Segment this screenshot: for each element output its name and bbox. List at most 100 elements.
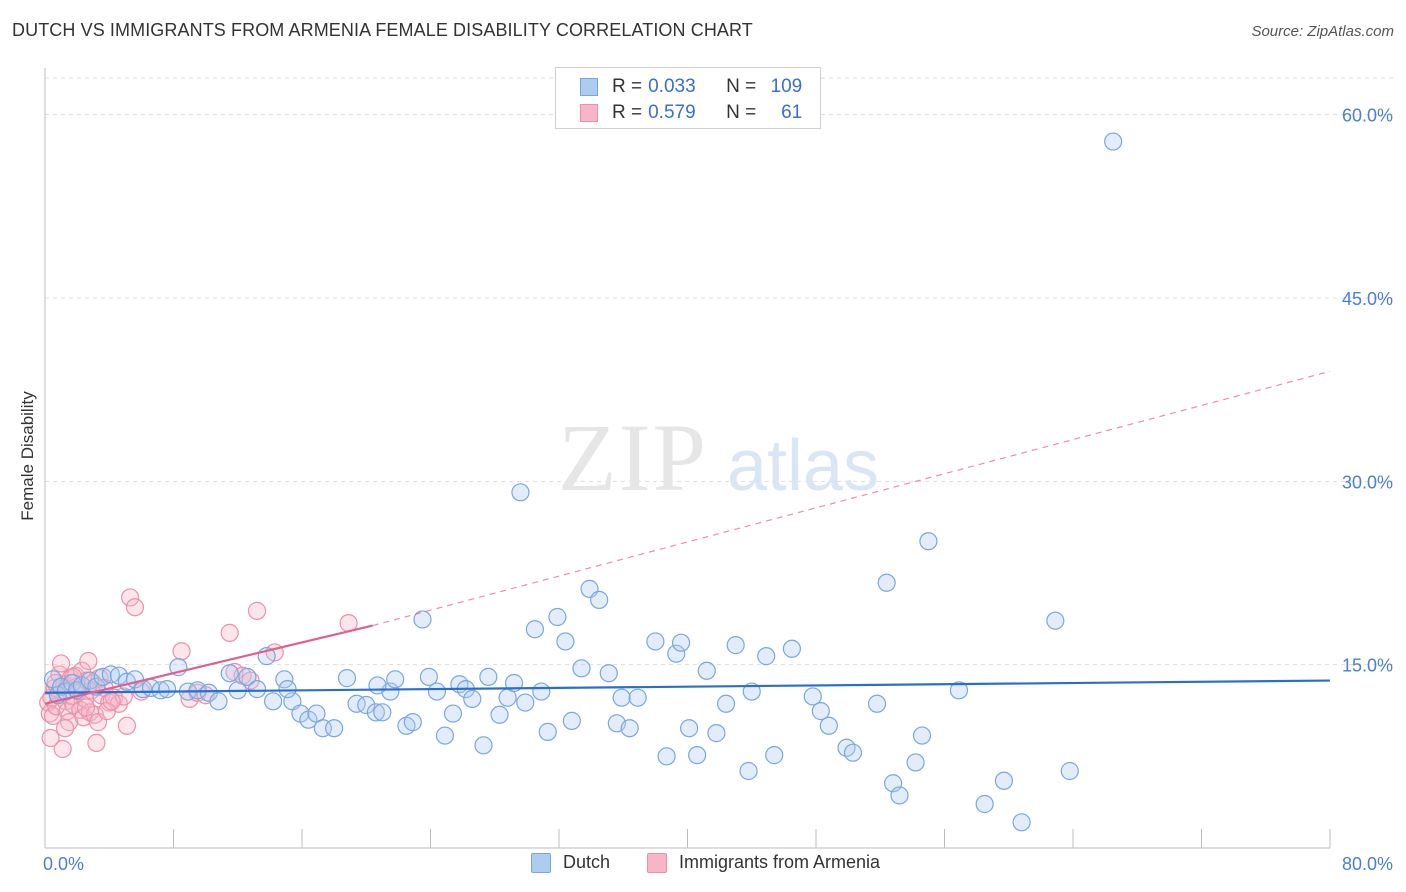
dutch-point [1104, 132, 1123, 151]
legend-swatch-dutch [580, 78, 598, 96]
dutch-point [919, 532, 938, 551]
legend-swatch-armenia [580, 104, 598, 122]
dutch-point [516, 693, 535, 712]
dutch-point [811, 702, 830, 721]
x-tick-label: 0.0% [43, 854, 84, 874]
dutch-point [628, 688, 647, 707]
armenia-point [117, 716, 137, 735]
chart-title: DUTCH VS IMMIGRANTS FROM ARMENIA FEMALE … [12, 20, 753, 40]
dutch-point [867, 694, 887, 713]
dutch-points [43, 132, 1123, 832]
dutch-point [680, 719, 699, 738]
dutch-point [157, 680, 177, 699]
dutch-point [337, 669, 357, 688]
bottom-legend-label-armenia: Immigrants from Armenia [679, 852, 881, 872]
dutch-point [511, 483, 530, 502]
dutch-point [413, 610, 432, 629]
armenia-point [41, 728, 60, 748]
legend-row-armenia: R = 0.579 N = 61 [580, 101, 802, 125]
trend-lines [44, 370, 1331, 705]
legend-r-label: R = [612, 102, 643, 123]
bottom-legend-label-dutch: Dutch [563, 852, 611, 872]
dutch-point [1012, 813, 1031, 832]
dutch-point [347, 694, 366, 713]
dutch-point [366, 703, 385, 722]
dutch-point [209, 692, 228, 711]
dutch-point [657, 747, 676, 766]
dutch-point [819, 716, 838, 735]
dutch-point [1046, 611, 1065, 630]
dutch-point [688, 746, 707, 765]
dutch-point [994, 771, 1014, 790]
dutch-point [757, 647, 776, 666]
dutch-point [275, 670, 294, 689]
legend-r-value: 0.579 [648, 102, 696, 123]
armenia-point [247, 601, 267, 620]
dutch-point [386, 670, 405, 689]
legend-row-dutch: R = 0.033 N = 109 [580, 75, 802, 99]
grid-lines [45, 77, 1393, 666]
dutch-point [151, 681, 170, 700]
armenia-point [125, 598, 145, 617]
armenia-point [87, 733, 106, 752]
dutch-point [572, 659, 591, 678]
bottom-legend-swatch-dutch [531, 852, 551, 873]
armenia-point [102, 692, 121, 711]
legend-r-label: R = [612, 76, 643, 97]
armenia-point [76, 698, 96, 717]
dutch-point [435, 726, 455, 745]
dutch-point [739, 761, 758, 781]
chart-source: Source: ZipAtlas.com [1251, 23, 1394, 40]
bottom-legend-dutch: Dutch [531, 852, 610, 873]
dutch-point [1060, 761, 1079, 781]
y-tick-label: 15.0% [1342, 656, 1393, 676]
dutch-point [697, 661, 716, 680]
dutch-point [368, 676, 387, 695]
dutch-point [765, 746, 784, 765]
legend-n-label: N = [726, 102, 757, 123]
dutch-point [538, 722, 557, 741]
dutch-point [490, 705, 509, 724]
armenia-point [55, 719, 75, 738]
dutch-point [562, 711, 581, 730]
armenia-point [220, 623, 239, 642]
bottom-legend-swatch-armenia [647, 852, 667, 873]
dutch-point [532, 682, 551, 701]
dutch-point [803, 687, 822, 706]
armenia-point [53, 739, 72, 759]
armenia-point [121, 588, 140, 607]
dutch-point [646, 632, 665, 651]
watermark: ZIP atlas [558, 404, 879, 511]
dutch-point [357, 695, 376, 715]
dutch-point [548, 607, 567, 627]
legend-n-value: 109 [770, 76, 803, 97]
legend-n-label: N = [726, 76, 757, 97]
dutch-point [612, 688, 631, 707]
dutch-point [474, 736, 493, 755]
armenia-point [172, 642, 191, 661]
dutch-point [742, 682, 761, 701]
dutch-point [373, 703, 392, 722]
dutch-point [403, 713, 422, 732]
dutch-point [325, 719, 344, 738]
dutch-trend-line [44, 679, 1331, 694]
x-tick-label: 80.0% [1342, 854, 1393, 874]
dutch-point [263, 692, 283, 711]
dutch-point [620, 719, 639, 738]
correlation-legend: R = 0.033 N = 109 R = 0.579 N = 61 [555, 67, 821, 129]
dutch-point [716, 694, 736, 713]
dutch-point [906, 753, 925, 772]
dutch-point [667, 644, 686, 663]
armenia-point [43, 706, 63, 726]
dutch-point [220, 664, 239, 683]
dutch-point [671, 633, 691, 652]
dutch-point [782, 639, 802, 658]
tick-labels: 15.0% 30.0% 45.0% 60.0% 0.0% 80.0% [43, 106, 1393, 874]
dutch-point [912, 726, 932, 745]
watermark-zip: ZIP [558, 404, 708, 511]
armenia-point [40, 704, 59, 723]
bottom-legend-armenia: Immigrants from Armenia [647, 852, 880, 873]
armenia-trend-extension [372, 370, 1331, 627]
dutch-point [890, 786, 909, 805]
